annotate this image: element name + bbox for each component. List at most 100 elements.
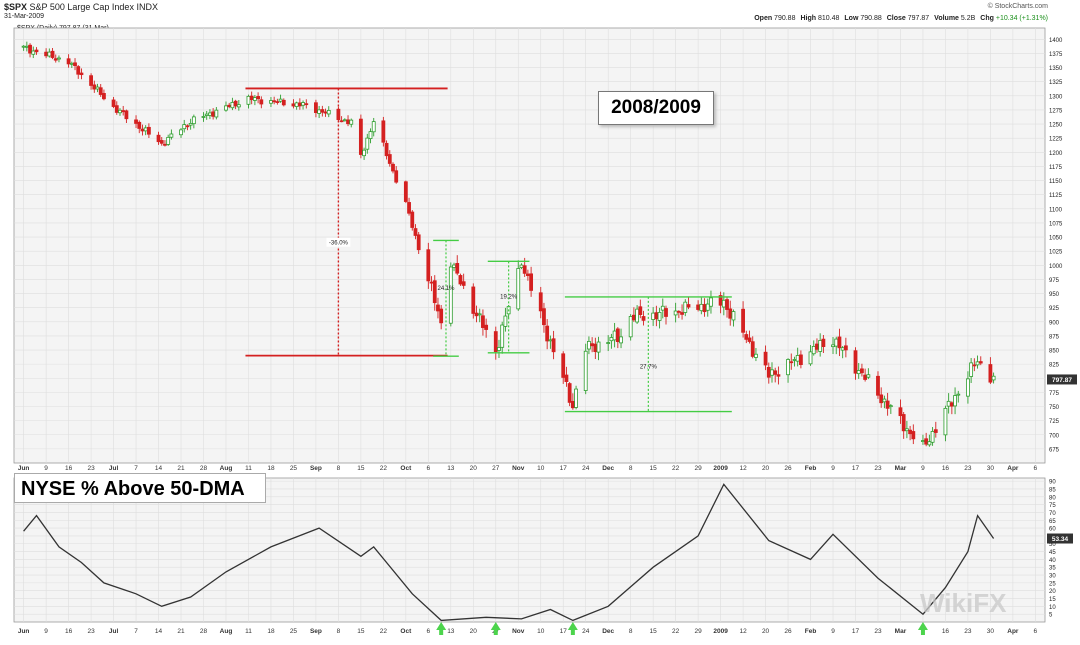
x-tick-label: 20 bbox=[762, 465, 770, 472]
candle-body bbox=[291, 103, 296, 107]
candle-body bbox=[474, 312, 479, 317]
x-tick-label: 12 bbox=[739, 465, 747, 472]
candle-body bbox=[233, 100, 238, 107]
candle-body bbox=[860, 368, 864, 374]
candle-body bbox=[294, 102, 299, 107]
x-tick-label-lower: 16 bbox=[65, 628, 73, 635]
candle-body bbox=[169, 133, 174, 138]
x-tick-label: 16 bbox=[942, 465, 950, 472]
candle-body bbox=[609, 337, 614, 342]
x-tick-label: 27 bbox=[492, 465, 500, 472]
breadth-tick-label: 50 bbox=[1049, 542, 1056, 548]
x-tick-label: 8 bbox=[629, 465, 633, 472]
candle-body bbox=[121, 110, 126, 113]
candle-body bbox=[281, 99, 286, 106]
candle-body bbox=[403, 181, 408, 202]
candle-body bbox=[949, 402, 954, 407]
x-tick-label-lower: 2009 bbox=[713, 628, 728, 635]
x-tick-label-lower: Mar bbox=[895, 628, 907, 635]
candle-body bbox=[799, 354, 803, 366]
price-tick-label: 1200 bbox=[1049, 151, 1063, 157]
x-tick-label-lower: 18 bbox=[267, 628, 275, 635]
candle-body bbox=[538, 292, 543, 312]
candle-body bbox=[461, 281, 466, 286]
candle-body bbox=[587, 340, 591, 350]
nyse-panel-title: NYSE % Above 50-DMA bbox=[14, 473, 266, 503]
breadth-tick-label: 85 bbox=[1049, 487, 1056, 493]
candle-body bbox=[92, 84, 97, 90]
x-tick-label-lower: 29 bbox=[695, 628, 703, 635]
candle-body bbox=[863, 374, 868, 380]
candle-body bbox=[519, 264, 524, 268]
candle-body bbox=[314, 102, 318, 113]
price-tick-label: 1000 bbox=[1049, 264, 1063, 270]
x-tick-label-lower: Nov bbox=[512, 628, 525, 635]
price-tick-label: 1325 bbox=[1049, 80, 1063, 86]
breadth-tick-label: 20 bbox=[1049, 589, 1056, 595]
x-tick-label: 21 bbox=[177, 465, 185, 472]
x-tick-label: 9 bbox=[831, 465, 835, 472]
candle-body bbox=[542, 308, 546, 326]
x-tick-label-lower: Dec bbox=[602, 628, 614, 635]
price-tick-label: 775 bbox=[1049, 391, 1060, 397]
candle-body bbox=[317, 109, 322, 114]
candle-body bbox=[770, 369, 774, 376]
candle-body bbox=[596, 341, 601, 353]
candle-body bbox=[930, 431, 935, 443]
x-tick-label: 10 bbox=[537, 465, 545, 472]
candle-body bbox=[21, 45, 26, 48]
candle-body bbox=[50, 50, 55, 58]
candle-body bbox=[696, 304, 701, 310]
candle-body bbox=[179, 129, 183, 136]
breadth-tick-label: 90 bbox=[1049, 480, 1056, 486]
x-tick-label: 17 bbox=[560, 465, 568, 472]
candle-body bbox=[898, 407, 903, 417]
x-tick-label: 22 bbox=[672, 465, 680, 472]
candle-body bbox=[522, 265, 527, 274]
candle-body bbox=[837, 336, 842, 349]
candle-body bbox=[339, 120, 344, 123]
candle-body bbox=[182, 124, 187, 130]
candle-body bbox=[381, 120, 386, 143]
candle-body bbox=[721, 299, 726, 308]
price-tick-label: 850 bbox=[1049, 349, 1060, 355]
x-tick-label: 15 bbox=[650, 465, 658, 472]
candle-body bbox=[660, 305, 665, 311]
candle-body bbox=[118, 109, 122, 114]
candle-body bbox=[821, 338, 826, 347]
candle-body bbox=[815, 343, 819, 350]
candle-body bbox=[988, 364, 993, 383]
candle-body bbox=[204, 113, 209, 116]
last-breadth-label: 53.34 bbox=[1052, 536, 1069, 543]
x-tick-label-lower: 12 bbox=[739, 628, 747, 635]
index-name: S&P 500 Large Cap Index INDX bbox=[29, 2, 158, 12]
x-tick-label-lower: 10 bbox=[537, 628, 545, 635]
candle-body bbox=[927, 441, 932, 446]
candle-body bbox=[676, 310, 681, 313]
candle-body bbox=[227, 104, 232, 108]
price-tick-label: 900 bbox=[1049, 320, 1060, 326]
measure-label: 19.2% bbox=[500, 295, 518, 301]
x-tick-label: 11 bbox=[245, 465, 252, 472]
candle-body bbox=[754, 353, 758, 358]
ohlc-key: Close bbox=[886, 15, 906, 22]
candle-body bbox=[888, 405, 893, 408]
candle-body bbox=[991, 375, 996, 381]
x-tick-label: 28 bbox=[200, 465, 208, 472]
candle-body bbox=[384, 142, 389, 157]
bottom-marker-arrow bbox=[436, 622, 447, 635]
candle-body bbox=[272, 100, 277, 103]
candle-body bbox=[416, 234, 421, 251]
candle-body bbox=[811, 345, 816, 355]
candle-body bbox=[365, 137, 370, 150]
candle-body bbox=[561, 353, 566, 378]
candle-body bbox=[211, 111, 216, 117]
price-tick-label: 1350 bbox=[1049, 66, 1063, 72]
x-tick-label: 23 bbox=[964, 465, 972, 472]
price-tick-label: 950 bbox=[1049, 292, 1060, 298]
candle-body bbox=[593, 343, 598, 352]
ohlc-value: 5.2B bbox=[958, 15, 976, 22]
candle-body bbox=[410, 211, 415, 228]
candle-body bbox=[114, 105, 119, 113]
